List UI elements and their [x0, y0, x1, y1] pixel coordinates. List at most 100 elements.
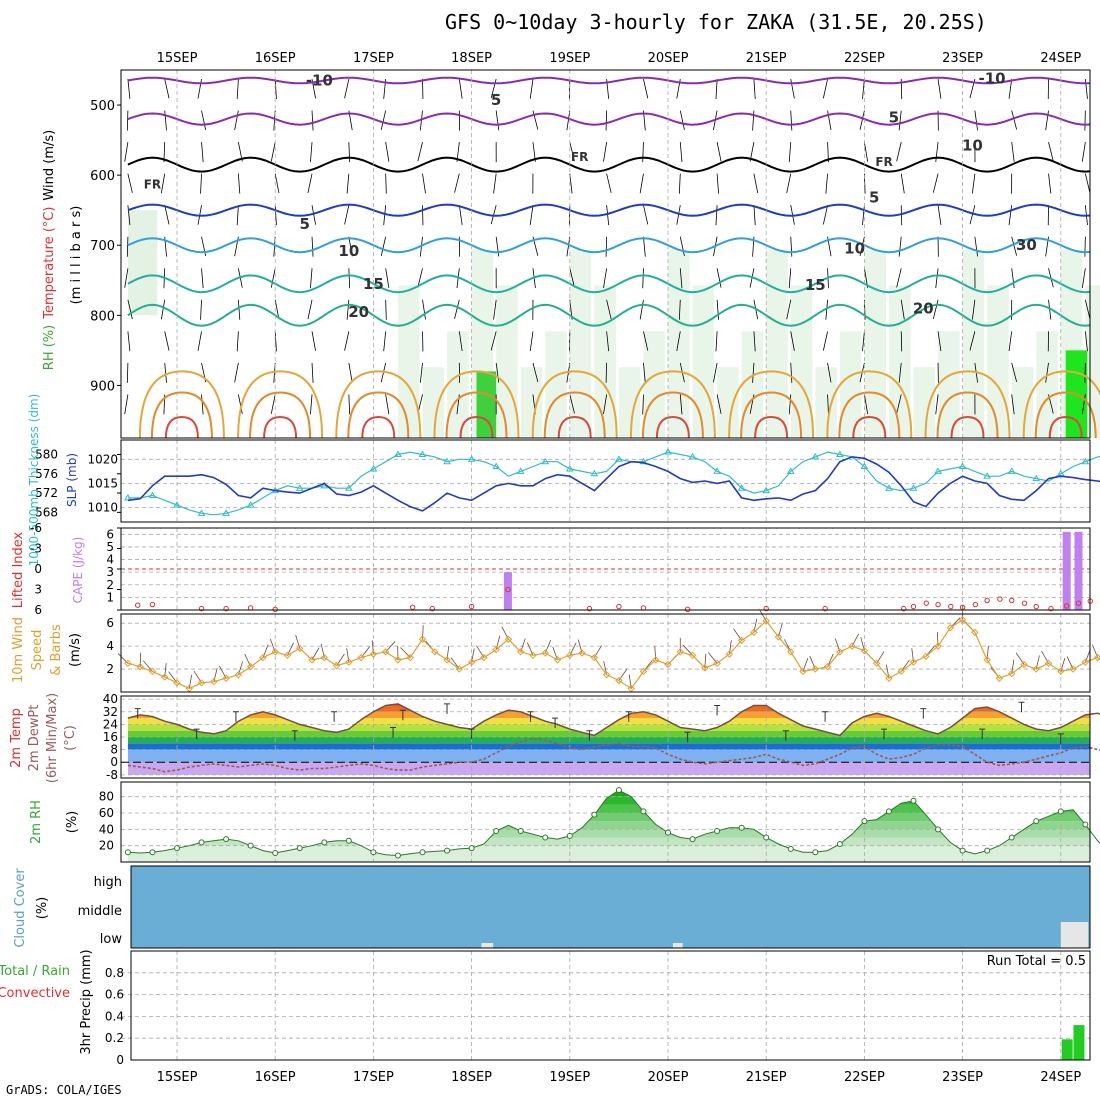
wind-barb: [679, 110, 685, 130]
thickness-point: [467, 455, 476, 462]
wind-barb: [344, 78, 350, 99]
wind10-point: [541, 649, 549, 657]
x-tick-label-bottom: 19SEP: [549, 1070, 590, 1085]
wind-barb: [160, 173, 166, 194]
wind10-frame: [120, 613, 1091, 693]
thickness-point: [762, 486, 771, 494]
x-tick-label-top: 22SEP: [844, 51, 885, 66]
cape-bar: [1062, 531, 1071, 610]
minmax-mark: [881, 728, 888, 740]
wind10-point: [283, 651, 292, 660]
li-tick-label: 3: [34, 583, 42, 597]
wind10-point: [148, 667, 157, 676]
wind-barb: [679, 142, 683, 163]
wind-barb: [1011, 236, 1018, 256]
x-tick-label-top: 21SEP: [746, 51, 787, 66]
wind-barb: [1048, 299, 1052, 320]
wind10-point: [197, 679, 206, 687]
wind-barb: [311, 205, 316, 225]
thickness-point: [344, 484, 353, 491]
wind-barb: [493, 173, 497, 194]
wind-barb: [127, 331, 131, 352]
wind-barb: [348, 142, 351, 163]
wind-barb: [937, 331, 942, 352]
wind-barb: [1048, 142, 1054, 162]
wind-barb: [124, 394, 129, 415]
y-axis-label-part: RH (%): [42, 325, 57, 370]
li-point: [1063, 603, 1070, 609]
wind10-point: [860, 646, 869, 655]
wind10-point: [823, 663, 832, 671]
precip-label-total: Total / Rain: [0, 964, 70, 979]
li-point: [910, 603, 917, 610]
wind-barb: [529, 331, 534, 352]
contour-label: 20: [348, 303, 369, 321]
temp-tick-label: 24: [103, 717, 118, 731]
wind-barb: [822, 331, 828, 351]
temp-axis-label: 2m DewPt: [27, 705, 42, 772]
wind-barb: [716, 173, 719, 194]
li-point: [409, 604, 416, 610]
rh-point: [836, 841, 843, 848]
wind-barb: [417, 268, 423, 288]
thickness-point: [541, 457, 550, 465]
wind-barb: [1011, 394, 1015, 415]
minmax-mark: [1057, 733, 1064, 744]
wind-barb: [1008, 78, 1013, 99]
isotherm-loop: [1022, 370, 1100, 439]
wind-barb: [201, 268, 204, 289]
thickness-point: [1081, 457, 1090, 465]
minmax-mark: [552, 717, 559, 729]
wind10-point: [946, 624, 955, 632]
wind10-point: [1081, 658, 1090, 666]
minmax-mark: [625, 711, 632, 722]
contour-label: 10: [844, 240, 865, 258]
wind-barb: [1084, 299, 1091, 320]
wind10-point: [529, 651, 537, 660]
wind-barb: [237, 299, 241, 320]
cape-tick-label: 3: [106, 565, 114, 579]
cape-tick-label: 1: [106, 590, 114, 604]
wind-barb: [127, 173, 133, 193]
wind10-point: [615, 676, 623, 685]
minmax-mark: [527, 711, 534, 722]
wind10-point: [418, 635, 427, 643]
temp-band: [127, 737, 1090, 744]
run-total-label: Run Total = 0.5: [987, 954, 1086, 969]
rh-point: [444, 847, 451, 854]
footer-credit: GrADS: COLA/IGES: [6, 1083, 122, 1097]
thickness-point: [688, 452, 697, 460]
thickness-point: [615, 455, 623, 462]
wind-barb: [862, 78, 865, 99]
isotherm: [127, 274, 1091, 294]
wind-barb: [790, 78, 795, 99]
wind10-point: [480, 653, 488, 662]
wind-barb: [643, 78, 649, 99]
isotherm-loop: [852, 415, 887, 439]
wind10-point: [652, 656, 660, 664]
rh-point: [885, 808, 892, 815]
rh-point: [370, 849, 377, 856]
wind-barb: [311, 331, 316, 351]
wind10-point: [1007, 669, 1016, 678]
x-tick-label-bottom: 16SEP: [255, 1070, 296, 1085]
precip-axis-label: 3hr Precip (mm): [79, 949, 94, 1054]
rh-point: [566, 832, 573, 839]
isotherm-loop: [838, 391, 901, 439]
wind-barb: [126, 362, 129, 383]
wind-barb: [786, 173, 792, 194]
wind10-point: [701, 664, 709, 672]
li-tick-label: 6: [34, 603, 42, 617]
wind-barb: [935, 394, 939, 415]
precip-tick-label: 0.8: [105, 966, 124, 980]
isotherm: [127, 76, 1091, 85]
wind10-point: [553, 656, 562, 664]
li-tick-label: -3: [30, 542, 42, 556]
rh-band: [545, 331, 567, 438]
wind-barb: [896, 394, 902, 414]
rh-point: [787, 845, 794, 852]
li-point: [1048, 605, 1054, 612]
series-slp: [127, 456, 1100, 512]
wind-barb: [532, 110, 539, 130]
rh-band: [962, 249, 985, 438]
